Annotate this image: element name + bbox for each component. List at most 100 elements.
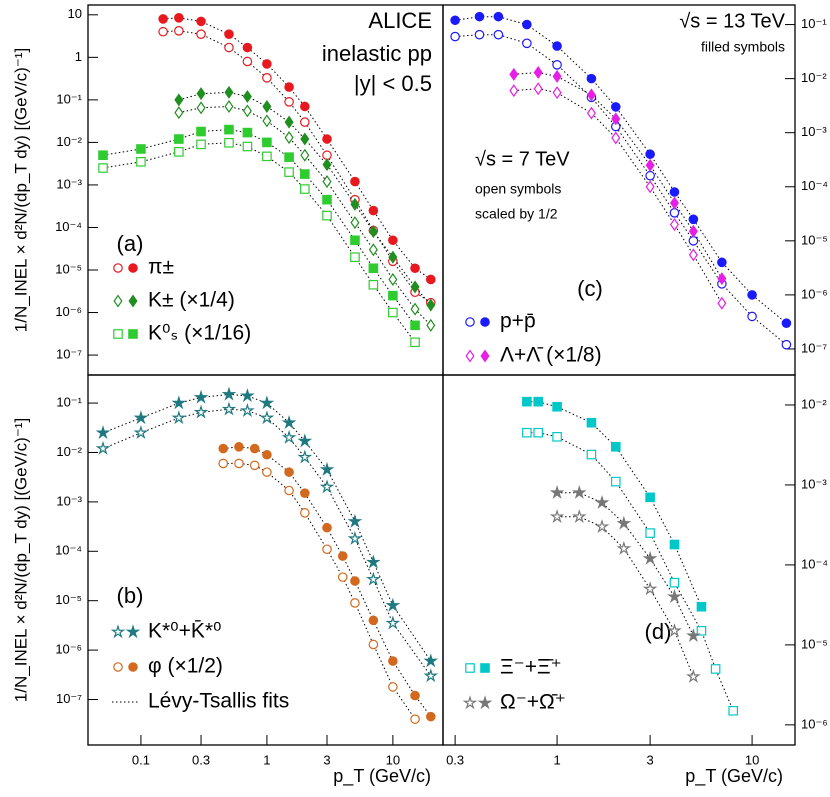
data-point [322, 210, 332, 221]
data-point [218, 443, 229, 454]
data-point [388, 682, 398, 692]
x-tick-label: 0.1 [132, 752, 150, 767]
data-point [196, 101, 206, 115]
annotation: inelastic pp [322, 41, 432, 66]
data-point [259, 395, 275, 410]
data-point [474, 29, 485, 40]
data-point [193, 404, 209, 419]
data-point [224, 124, 234, 135]
legend-label: K± (×1/4) [148, 289, 235, 312]
data-point [781, 339, 792, 350]
y-tick-label: 10 [68, 6, 82, 21]
y-tick-label: 10⁻³ [56, 493, 82, 508]
x-tick-label: 0.3 [446, 752, 464, 767]
y-tick-label: 10⁻⁶ [55, 642, 82, 657]
legend-marker [462, 695, 478, 710]
data-point [136, 156, 146, 167]
y-tick-label: 10⁻² [801, 396, 827, 411]
legend-label: Λ+Λ̄ (×1/8) [500, 344, 602, 367]
data-point [322, 522, 332, 533]
data-point [728, 705, 738, 716]
y-tick-label: 10⁻⁷ [801, 340, 827, 355]
data-point [350, 176, 360, 187]
data-point [522, 427, 532, 438]
data-point [262, 99, 272, 113]
data-point [262, 467, 272, 477]
x-tick-label: 0.3 [192, 752, 210, 767]
data-point [522, 396, 532, 407]
y-tick-label: 10⁻¹ [56, 395, 82, 410]
legend-marker [110, 624, 126, 639]
annotation: filled symbols [701, 39, 785, 55]
data-point [410, 337, 420, 348]
data-point [594, 519, 610, 533]
annotation: √s = 13 TeV [679, 10, 785, 32]
data-point [388, 290, 398, 301]
data-point [224, 85, 234, 99]
data-point [552, 401, 562, 412]
y-tick-label: 10⁻⁷ [56, 691, 82, 706]
data-point [686, 669, 701, 683]
data-point [781, 318, 792, 328]
data-point [423, 653, 439, 668]
annotation: ALICE [368, 8, 432, 33]
data-point [262, 114, 272, 128]
data-point [174, 147, 184, 157]
fit-curve [526, 432, 734, 711]
data-point [571, 485, 587, 499]
y-tick-label: 10⁻⁴ [801, 556, 828, 571]
data-point [242, 42, 253, 53]
data-point [533, 65, 543, 79]
legend-label: K*⁰+K̄*⁰ [148, 619, 221, 642]
x-axis-label: p_T (GeV/c) [333, 766, 431, 787]
data-point [586, 73, 597, 84]
legend-marker [128, 662, 138, 672]
data-point [385, 615, 401, 630]
data-point [347, 530, 363, 545]
fit-curve [557, 492, 694, 637]
data-point [425, 711, 436, 722]
data-point [747, 290, 757, 300]
data-point [549, 509, 565, 523]
data-point [610, 441, 621, 452]
annotation: |y| < 0.5 [354, 71, 432, 96]
legend-marker [125, 624, 141, 639]
y-tick-label: 10⁻⁴ [55, 543, 82, 558]
data-point [284, 82, 294, 92]
legend-marker [465, 663, 475, 673]
data-point [616, 540, 632, 555]
legend-marker [480, 349, 490, 363]
data-point [366, 571, 381, 586]
data-point [616, 515, 632, 530]
data-point [319, 461, 335, 476]
data-point [322, 175, 332, 189]
data-point [196, 29, 206, 39]
data-point [645, 158, 655, 172]
data-point [493, 29, 504, 40]
data-point [196, 139, 206, 150]
data-point [259, 410, 275, 425]
data-point [234, 442, 244, 452]
x-tick-label: 3 [647, 752, 654, 767]
data-point [552, 41, 562, 51]
data-point [322, 158, 332, 172]
panel-label: (d) [645, 619, 672, 644]
data-point [242, 56, 253, 67]
data-point [95, 425, 111, 440]
data-point [174, 26, 184, 36]
data-point [368, 263, 379, 274]
data-point [174, 13, 184, 23]
annotation: open symbols [475, 181, 561, 197]
data-point [586, 88, 596, 102]
data-point [669, 187, 680, 197]
data-point [533, 82, 543, 96]
data-point [552, 60, 562, 70]
data-point [262, 449, 272, 460]
data-point [667, 623, 682, 638]
data-point [645, 170, 655, 181]
y-tick-label: 10⁻² [56, 134, 82, 149]
data-point [221, 386, 237, 401]
data-point [196, 16, 206, 27]
data-point [174, 106, 184, 120]
fit-curve [102, 408, 432, 677]
